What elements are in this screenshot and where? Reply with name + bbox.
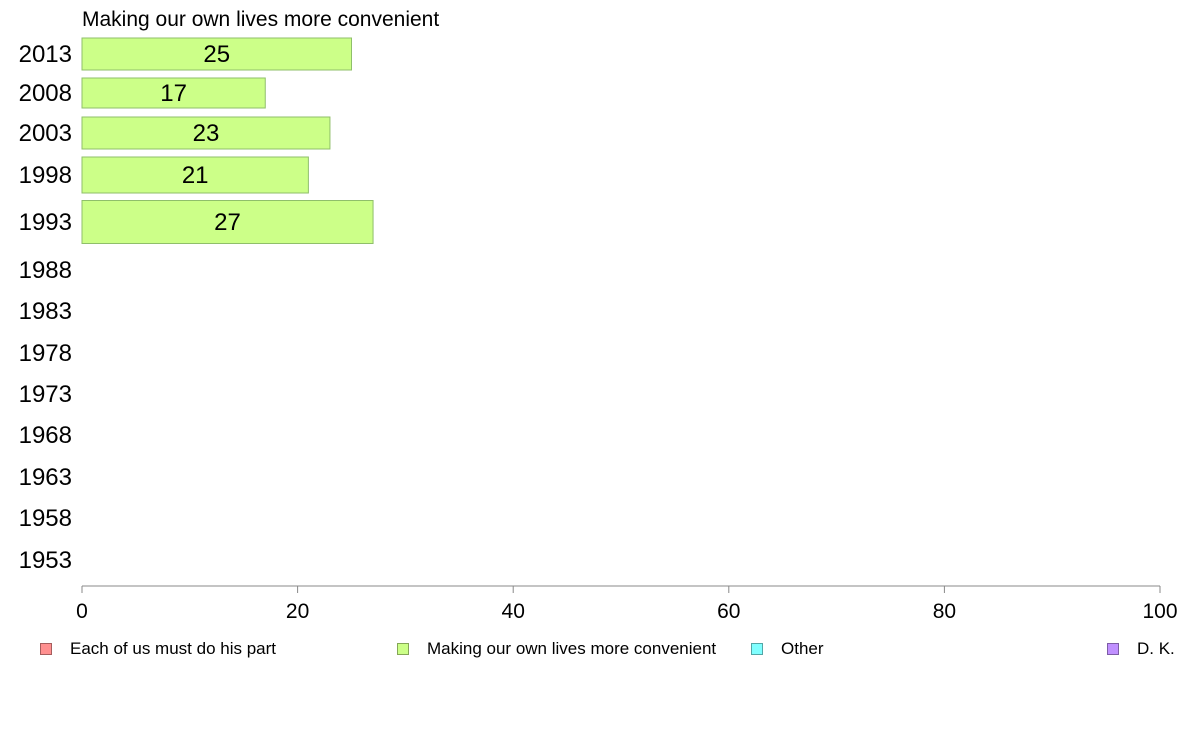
x-tick-label: 40 <box>502 600 525 623</box>
legend-swatch <box>397 643 409 655</box>
x-tick-label: 20 <box>286 600 309 623</box>
legend-item-dk: D. K. <box>1107 639 1175 659</box>
legend-swatch <box>40 643 52 655</box>
bar <box>81 77 266 109</box>
bar <box>81 156 309 194</box>
x-axis: 0 20 40 60 80 100 <box>76 585 1178 623</box>
legend-swatch <box>751 643 763 655</box>
chart-title: Making our own lives more convenient <box>82 8 439 31</box>
legend-item-convenient: Making our own lives more convenient <box>397 639 716 659</box>
legend: Each of us must do his part Making our o… <box>0 639 1188 661</box>
y-tick-label: 1983 <box>19 298 72 325</box>
legend-label: Each of us must do his part <box>70 639 276 658</box>
bar-chart: Making our own lives more convenient 25 1… <box>19 8 1178 623</box>
bar-value-label: 23 <box>193 120 220 147</box>
bar <box>81 116 331 150</box>
legend-item-each-part: Each of us must do his part <box>40 639 276 659</box>
legend-label: Making our own lives more convenient <box>427 639 717 658</box>
x-tick-label: 0 <box>76 600 88 623</box>
legend-label: Other <box>781 639 824 658</box>
y-tick-label: 1973 <box>19 381 72 408</box>
y-tick-label: 1993 <box>19 209 72 236</box>
y-tick-label: 1963 <box>19 464 72 491</box>
y-tick-label: 2003 <box>19 120 72 147</box>
y-tick-label: 2008 <box>19 80 72 107</box>
y-tick-label: 1988 <box>19 257 72 284</box>
y-tick-label: 1978 <box>19 340 72 367</box>
y-tick-label: 1968 <box>19 422 72 449</box>
bar-value-label: 25 <box>203 41 230 68</box>
bar-value-label: 21 <box>182 162 209 189</box>
legend-label: D. K. <box>1137 639 1175 658</box>
y-tick-label: 2013 <box>19 41 72 68</box>
x-tick-label: 80 <box>933 600 956 623</box>
bar <box>81 200 374 244</box>
bar-value-label: 17 <box>160 80 187 107</box>
legend-swatch <box>1107 643 1119 655</box>
y-axis-labels: 2013 2008 2003 1998 1993 1988 1983 1978 1973 1968… <box>19 41 72 574</box>
y-tick-label: 1958 <box>19 505 72 532</box>
x-tick-label: 60 <box>717 600 740 623</box>
bar-value-label: 27 <box>214 209 241 236</box>
y-tick-label: 1998 <box>19 162 72 189</box>
legend-item-other: Other <box>751 639 824 659</box>
y-tick-label: 1953 <box>19 547 72 574</box>
x-tick-label: 100 <box>1142 600 1177 623</box>
bar <box>81 37 352 71</box>
